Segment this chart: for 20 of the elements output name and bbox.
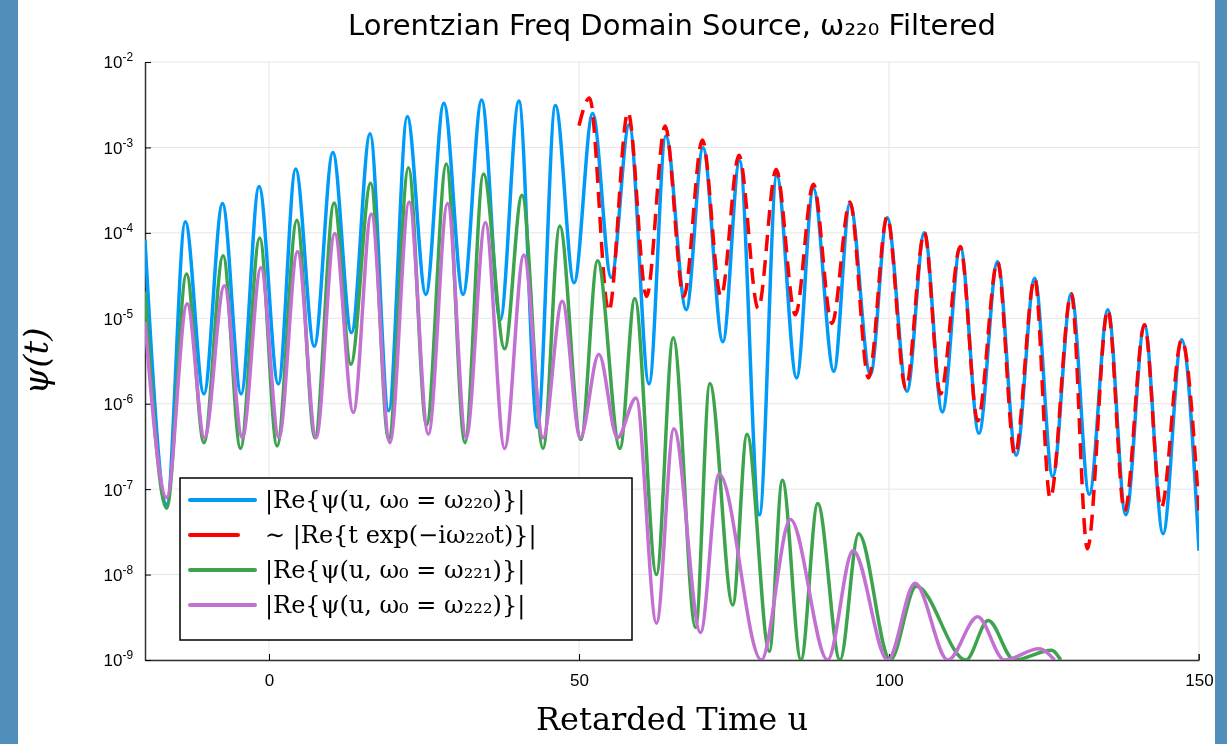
y-tick-label: 10$^{-3}$ bbox=[103, 135, 134, 158]
x-tick-label: 100 bbox=[875, 671, 904, 691]
x-tick-label: 50 bbox=[570, 671, 589, 691]
y-tick-label: 10$^{-5}$ bbox=[103, 306, 134, 329]
x-tick-label: 150 bbox=[1185, 671, 1214, 691]
legend-label: ∼ |Re{t exp(−iω₂₂₀t)}| bbox=[265, 521, 537, 551]
y-tick-label: 10$^{-7}$ bbox=[103, 477, 134, 500]
y-tick-label: 10$^{-8}$ bbox=[103, 563, 134, 586]
y-tick-label: 10$^{-9}$ bbox=[103, 648, 134, 671]
line-series bbox=[577, 96, 1199, 551]
chart-title: Lorentzian Freq Domain Source, ω₂₂₀ Filtered bbox=[348, 8, 996, 42]
x-tick-label: 0 bbox=[264, 671, 275, 691]
y-axis-title: ψ(t) bbox=[16, 327, 56, 395]
y-tick-label: 10$^{-6}$ bbox=[103, 392, 134, 415]
legend-label: |Re{ψ(u, ω₀ = ω₂₂₂)}| bbox=[265, 591, 526, 621]
legend-label: |Re{ψ(u, ω₀ = ω₂₂₀)}| bbox=[265, 486, 526, 516]
y-tick-label: 10$^{-2}$ bbox=[103, 50, 134, 73]
x-axis-title: Retarded Time u bbox=[536, 700, 808, 738]
legend-label: |Re{ψ(u, ω₀ = ω₂₂₁)}| bbox=[265, 556, 526, 586]
y-tick-label: 10$^{-4}$ bbox=[103, 221, 134, 244]
